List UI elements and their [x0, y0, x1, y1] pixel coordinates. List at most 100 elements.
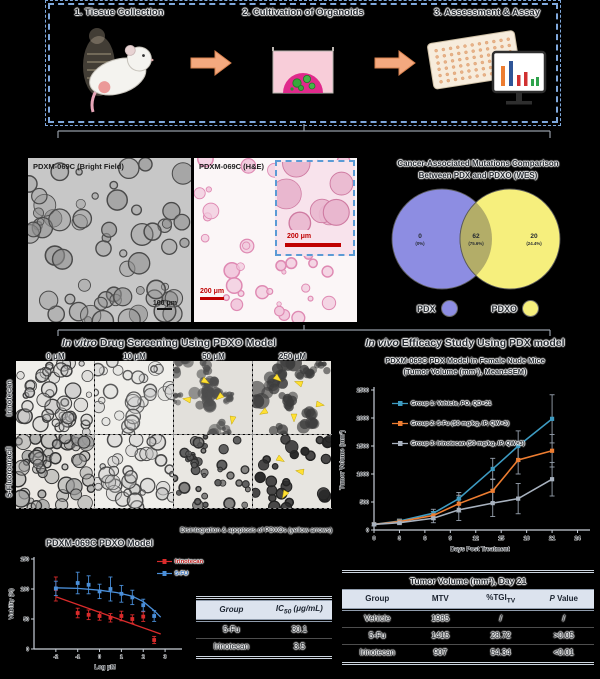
- brightfield-micrograph: [28, 158, 191, 322]
- svg-text:Viability (%): Viability (%): [9, 588, 15, 619]
- ic50-table: Group IC50 (μg/mL) 5-Fu 30.1 Irinotecan 3.…: [196, 596, 332, 659]
- workflow-step-label: 3. Assessment & Assay: [434, 7, 540, 18]
- organoid-image-cell: [253, 435, 332, 509]
- tumor-volume-table: Tumor Volume (mm³), Day 21 Group MTV %TG…: [342, 570, 594, 665]
- svg-text:0: 0: [366, 528, 369, 534]
- organoid-image-cell: [174, 435, 253, 509]
- workflow-step-tissue: 1. Tissue Collection: [50, 5, 188, 121]
- svg-text:0: 0: [98, 655, 101, 661]
- svg-text:-1: -1: [75, 655, 80, 661]
- he-inset-scalebar: 200 μm: [287, 233, 312, 240]
- irinotecan-marker-icon: [392, 441, 408, 446]
- svg-text:15: 15: [498, 536, 504, 542]
- svg-text:Days Post Treatment: Days Post Treatment: [450, 547, 509, 553]
- table-row: Irinotecan 907 54.34 <0.01: [342, 643, 594, 661]
- drug-row-label: Irinotecan: [4, 380, 14, 416]
- table-row: 5-Fu 30.1: [223, 625, 308, 635]
- organoid-image-cell: [16, 361, 95, 435]
- svg-text:6: 6: [423, 536, 426, 542]
- vehicle-marker-icon: [392, 401, 408, 406]
- svg-text:9: 9: [449, 536, 452, 542]
- fu-marker-icon: [157, 571, 172, 576]
- svg-text:24: 24: [574, 536, 581, 542]
- svg-text:21: 21: [549, 536, 555, 542]
- concentration-header: 0 μM: [46, 352, 65, 361]
- arrow-right-icon: [190, 50, 232, 76]
- mouse-illustration-icon: [83, 27, 154, 112]
- svg-text:1: 1: [120, 655, 123, 661]
- svg-text:50: 50: [23, 617, 29, 623]
- he-inset-scalebar-line: [285, 243, 341, 247]
- svg-text:150: 150: [21, 557, 30, 563]
- 5fu-marker-icon: [392, 421, 408, 426]
- dose-response-title: PDXM-069C PDXO Model: [46, 538, 154, 548]
- invivo-legend: Group 1: Vehicle, PO, QD×21 Group 2: 5-F…: [392, 400, 525, 447]
- workflow-step-assay: 3. Assessment & Assay: [418, 5, 556, 121]
- well-plate-monitor-icon: [427, 29, 547, 104]
- pdx-color-dot: [440, 300, 458, 318]
- he-inset-panel: 200 μm: [271, 158, 355, 256]
- he-title: PDXM-069C (H&E): [199, 162, 265, 171]
- table-row: 5-Fu 1415 28.72 >0.05: [342, 626, 594, 645]
- svg-text:62: 62: [472, 233, 480, 240]
- svg-text:-2: -2: [54, 655, 59, 661]
- tumor-table-title: Tumor Volume (mm³), Day 21: [409, 576, 527, 586]
- table-row: Vehicle 1985 //: [364, 614, 565, 624]
- invivo-section-title: In vivo Efficacy Study Using PDX model: [365, 337, 565, 349]
- workflow-step-label: 2. Cultivation of Organoids: [242, 7, 364, 18]
- organoid-image-cell: [253, 361, 332, 435]
- svg-text:3: 3: [164, 655, 167, 661]
- svg-text:Tumor Volume (mm³): Tumor Volume (mm³): [339, 430, 346, 489]
- organoid-image-cell: [95, 361, 174, 435]
- dose-response-chart: 0 50 100 150 -2 -1 0 1 2 3 Viability (%) Log μM: [9, 557, 182, 671]
- invivo-chart-title: PDXM-069C PDX Model in Female Nude Mice …: [385, 356, 545, 376]
- svg-text:500: 500: [360, 500, 369, 506]
- venn-legend-pdx: PDX: [417, 300, 458, 318]
- svg-text:18: 18: [524, 536, 530, 542]
- table-row: Irinotecan 3.5: [196, 637, 332, 655]
- svg-text:(24.4%): (24.4%): [526, 241, 542, 246]
- brightfield-image-panel: PDXM-069C (Bright Field) 100 μm: [28, 158, 191, 322]
- drug-row-label: 5-Fluorouracil: [4, 447, 14, 498]
- invivo-chart: 0 500 1000 1500 2000 2500 0 3 6 9 12 15 18 21 24 Tumor …: [339, 387, 590, 553]
- invitro-section-title: In vitro Drug Screening Using PDXO Model: [61, 337, 277, 349]
- svg-text:100: 100: [21, 587, 30, 593]
- svg-text:2500: 2500: [357, 388, 369, 394]
- concentration-header: 250 μM: [278, 352, 307, 361]
- connector-bracket-bottom: [57, 325, 551, 336]
- workflow-step-label: 1. Tissue Collection: [74, 7, 164, 18]
- organoid-dish-icon: [272, 46, 334, 93]
- svg-text:20: 20: [530, 233, 538, 240]
- workflow-box: 1. Tissue Collection: [45, 0, 561, 126]
- workflow-step-cultivation: 2. Cultivation of Organoids: [234, 5, 372, 121]
- drug-screening-grid: 0 μM 10 μM 50 μM 250 μM Irinotecan 5-Flu…: [2, 352, 332, 509]
- svg-text:0: 0: [418, 233, 422, 240]
- he-inset-micrograph: [271, 158, 354, 235]
- arrow-right-icon: [374, 50, 416, 76]
- concentration-header: 50 μM: [202, 352, 225, 361]
- brightfield-title: PDXM-069C (Bright Field): [33, 162, 124, 171]
- venn-title: Cancer-Associated Mutations Comparison B…: [397, 159, 559, 180]
- svg-text:0: 0: [372, 536, 375, 542]
- svg-text:12: 12: [473, 536, 479, 542]
- svg-text:2000: 2000: [357, 416, 369, 422]
- concentration-header: 10 μM: [123, 352, 146, 361]
- organoid-image-cell: [95, 435, 174, 509]
- venn-legend-pdxo: PDXO: [492, 300, 540, 318]
- svg-text:1000: 1000: [357, 472, 369, 478]
- pdxo-color-dot: [522, 300, 540, 318]
- venn-panel: Cancer-Associated Mutations Comparison B…: [362, 158, 594, 324]
- he-scalebar: 200 μm: [200, 288, 224, 300]
- svg-text:(0%): (0%): [415, 241, 425, 246]
- svg-text:(75.6%): (75.6%): [468, 241, 484, 246]
- svg-text:0: 0: [26, 647, 29, 653]
- svg-text:Log μM: Log μM: [94, 665, 115, 671]
- organoid-image-cell: [16, 435, 95, 509]
- he-image-panel: PDXM-069C (H&E) 200 μm 200 μm: [194, 158, 357, 322]
- dose-response-legend: Irinotecan 5-FU: [157, 558, 203, 577]
- connector-bracket-top: [57, 124, 551, 138]
- svg-text:3: 3: [398, 536, 401, 542]
- organoid-image-cell: [174, 361, 253, 435]
- brightfield-scalebar: 100 μm: [153, 300, 177, 310]
